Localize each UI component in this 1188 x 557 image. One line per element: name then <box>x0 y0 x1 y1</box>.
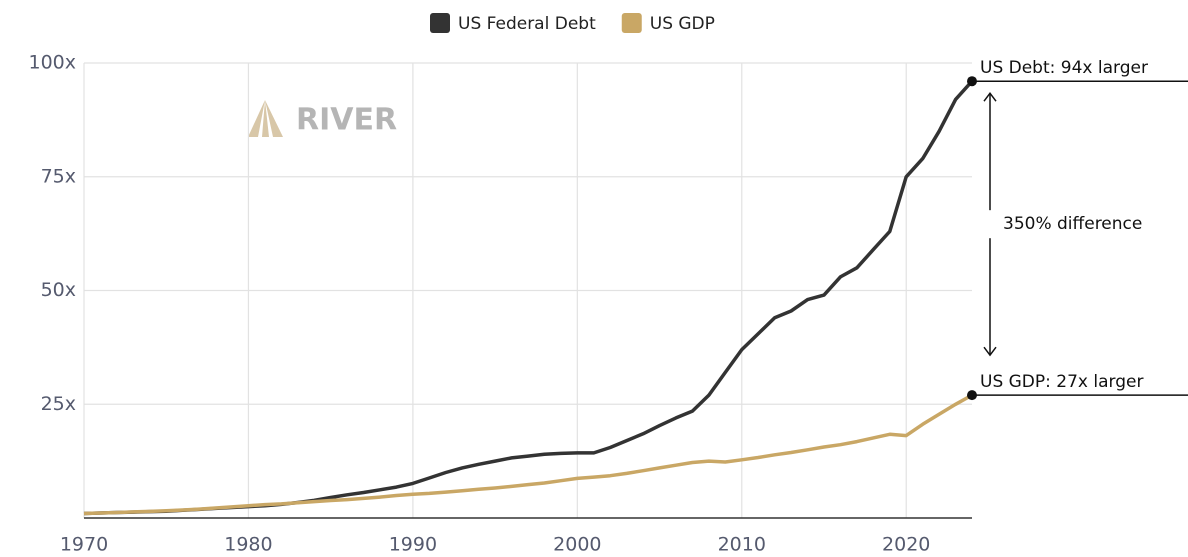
x-tick-label: 2010 <box>718 534 766 556</box>
x-tick-label: 1970 <box>60 534 108 556</box>
x-tick-label: 1990 <box>389 534 437 556</box>
annotation: US Debt: 94x larger <box>980 58 1148 78</box>
y-tick-label: 25x <box>41 393 76 415</box>
arrow-head <box>983 91 997 357</box>
watermark: RIVER <box>296 103 397 138</box>
y-tick-label: 75x <box>41 165 76 187</box>
legend-label: US Federal Debt <box>458 14 596 34</box>
legend-label: US GDP <box>650 14 715 34</box>
line-series <box>83 80 974 516</box>
legend-swatch <box>430 13 450 33</box>
annotation: US GDP: 27x larger <box>980 372 1143 392</box>
logo-icon <box>248 100 283 137</box>
x-tick-label: 1980 <box>224 534 272 556</box>
y-tick-label: 50x <box>41 279 76 301</box>
annotation-bg <box>984 210 1174 239</box>
end-dot <box>967 76 977 87</box>
x-tick-label: 2020 <box>882 534 930 556</box>
annotation: 350% difference <box>1003 214 1142 234</box>
legend-swatch <box>621 13 642 33</box>
y-tick-label: 100x <box>28 52 76 74</box>
line-series <box>83 393 973 516</box>
watermark-logo <box>248 100 283 137</box>
end-dot <box>967 390 977 401</box>
x-tick-label: 2000 <box>553 534 601 556</box>
